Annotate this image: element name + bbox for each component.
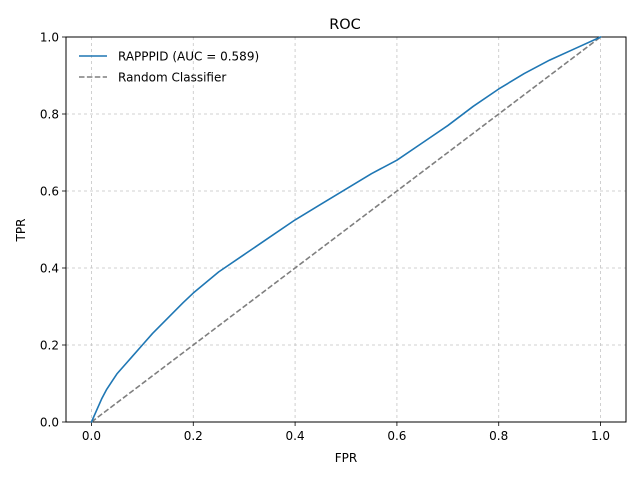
x-tick-label: 0.8: [489, 429, 508, 443]
x-tick-label: 0.6: [387, 429, 406, 443]
x-axis-label: FPR: [335, 451, 357, 465]
legend-label-rapppid: RAPPPID (AUC = 0.589): [118, 50, 259, 64]
y-tick-label: 0.2: [40, 338, 59, 352]
chart-title: ROC: [329, 17, 361, 33]
series-line-random-classifier: [90, 36, 602, 423]
legend-label-random-classifier: Random Classifier: [118, 71, 226, 85]
plot-frame: [65, 36, 627, 423]
x-tick-label: 0.2: [184, 429, 203, 443]
series-line-rapppid: [90, 36, 602, 423]
y-tick-label: 0.8: [40, 107, 59, 121]
grid: [66, 36, 626, 423]
x-tick-label: 0.4: [286, 429, 305, 443]
y-axis-label: TPR: [14, 219, 28, 243]
y-tick-label: 0.0: [40, 415, 59, 429]
series-layer: [90, 36, 602, 423]
x-tick-label: 1.0: [591, 429, 610, 443]
y-tick-label: 0.6: [40, 184, 59, 198]
x-axis: 0.0 0.2 0.4 0.6 0.8 1.0: [82, 422, 610, 443]
legend: RAPPPID (AUC = 0.589) Random Classifier: [79, 50, 259, 85]
y-tick-label: 1.0: [40, 30, 59, 44]
y-axis: 0.0 0.2 0.4 0.6 0.8 1.0: [40, 30, 66, 429]
y-tick-label: 0.4: [40, 261, 59, 275]
x-tick-label: 0.0: [82, 429, 101, 443]
